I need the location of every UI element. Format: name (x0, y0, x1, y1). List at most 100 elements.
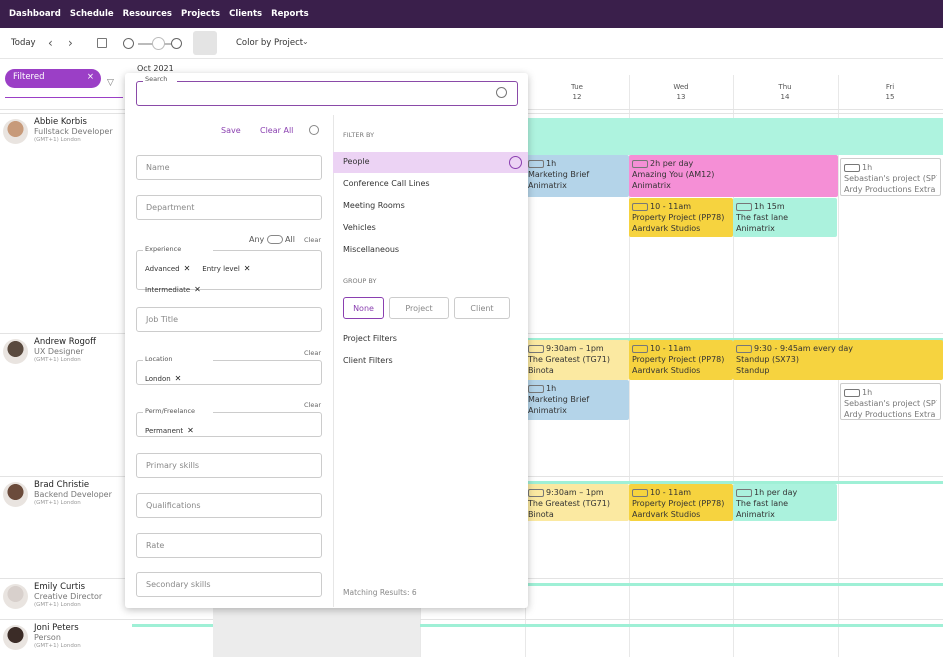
filter-chip[interactable]: Entry level (202, 260, 250, 278)
event-card[interactable]: 9:30 - 9:45am every day Standup (SX73) Sta… (733, 340, 943, 380)
filter-by-option[interactable]: Conference Call Lines (343, 179, 430, 188)
person-timezone: (GMT+1) London (34, 602, 81, 608)
nav-item[interactable]: Schedule (69, 9, 114, 19)
group-by-label: Client (470, 303, 494, 313)
zoom-in[interactable] (171, 38, 182, 49)
filter-field[interactable]: Primary skills (136, 453, 322, 478)
event-project: Amazing You (AM12) (632, 170, 715, 179)
event-time: 1h (546, 159, 557, 168)
color-by-select[interactable]: Color by Project (236, 38, 304, 48)
filter-field[interactable]: Rate (136, 533, 322, 558)
filter-chip[interactable]: Permanent (145, 422, 194, 440)
day-weekday: Fri (885, 83, 895, 91)
event-project: The fast lane (736, 213, 789, 222)
field-clear[interactable]: Clear (304, 349, 321, 357)
event-icons (632, 344, 648, 353)
day-weekday: Tue (571, 83, 583, 91)
filter-by-option[interactable]: Vehicles (343, 223, 376, 232)
group-by-label: None (353, 303, 374, 313)
event-client: Standup (736, 366, 770, 375)
event-client: Animatrix (736, 510, 775, 519)
search-field[interactable] (136, 81, 518, 106)
filter-by-option[interactable]: People (343, 157, 370, 166)
day-date: 15 (885, 93, 895, 101)
field-placeholder: Department (146, 203, 195, 212)
event-card[interactable]: 1h Marketing Brief Animatrix (525, 380, 629, 420)
event-card[interactable]: 1h 15m The fast lane Animatrix (733, 198, 837, 237)
top-nav: Dashboard Schedule Resources Projects Client… (0, 0, 943, 28)
next-arrow[interactable]: › (68, 36, 73, 50)
event-time: 1h 15m (754, 202, 785, 211)
event-project: The Greatest (TG71) (528, 499, 610, 508)
filter-field[interactable]: Department (136, 195, 322, 220)
nav-item[interactable]: Dashboard (9, 9, 61, 19)
group-by-label: Project (405, 303, 433, 313)
filtered-chip[interactable]: Filtered × (5, 69, 101, 88)
filter-by-heading: FILTER BY (343, 131, 375, 139)
event-card[interactable]: 10 - 11am Property Project (PP78) Aardvark… (629, 340, 733, 380)
event-time-row: 1h per day (736, 487, 834, 498)
filter-icon[interactable]: ▽ (107, 78, 114, 88)
event-time: 10 - 11am (650, 344, 692, 353)
filter-by-option[interactable]: Miscellaneous (343, 245, 400, 254)
field-placeholder: Name (146, 163, 170, 172)
filter-chip[interactable]: London (145, 370, 181, 388)
group-by-button[interactable]: Project (389, 297, 449, 319)
filter-field[interactable]: Permanent (136, 412, 322, 437)
nav-item[interactable]: Reports (271, 9, 309, 19)
event-project: Marketing Brief (528, 170, 590, 179)
filter-field[interactable]: Qualifications (136, 493, 322, 518)
any-all-toggle[interactable] (267, 235, 283, 244)
event-icons (528, 384, 544, 393)
event-card[interactable]: 1h Marketing Brief Animatrix (525, 155, 629, 197)
field-placeholder: Primary skills (146, 461, 200, 470)
event-time-row: 2h per day (632, 158, 835, 169)
filter-field[interactable]: Job Title (136, 307, 322, 332)
zoom-out[interactable] (123, 38, 134, 49)
event-card[interactable]: 2h per day Amazing You (AM12) Animatrix (629, 155, 838, 197)
nav-item[interactable]: Projects (180, 9, 221, 19)
list-view-button[interactable] (193, 31, 217, 55)
event-time: 10 - 11am (650, 488, 692, 497)
calendar-icon[interactable] (97, 38, 107, 48)
event-card[interactable]: 1h Sebastian's project (SP76) Ardy Product… (840, 383, 941, 420)
capacity-bar (132, 624, 943, 627)
unavailable-column (213, 607, 420, 657)
filter-link[interactable]: Client Filters (343, 356, 393, 365)
clear-all-button[interactable]: Clear All (260, 126, 294, 135)
save-button[interactable]: Save (221, 126, 241, 135)
nav-item[interactable]: Clients (229, 9, 263, 19)
filter-field[interactable]: Name (136, 155, 322, 180)
day-date: 13 (676, 93, 686, 101)
filter-field[interactable]: Secondary skills (136, 572, 322, 597)
event-time-row: 1h (528, 383, 626, 394)
event-card[interactable]: 10 - 11am Property Project (PP78) Aardvark… (629, 198, 733, 237)
event-card[interactable]: 9:30am – 1pm The Greatest (TG71) Binota (525, 484, 629, 521)
avatar (3, 584, 28, 609)
group-by-button[interactable]: Client (454, 297, 510, 319)
today-button[interactable]: Today (11, 38, 36, 48)
group-by-button[interactable]: None (343, 297, 384, 319)
event-card[interactable]: 10 - 11am Property Project (PP78) Aardvark… (629, 484, 733, 521)
prev-arrow[interactable]: ‹ (48, 36, 53, 50)
chip-underline (5, 97, 123, 98)
person-name: Emily Curtis (34, 582, 86, 592)
event-card[interactable]: 9:30am – 1pm The Greatest (TG71) Binota (525, 340, 629, 380)
event-card[interactable]: 1h per day The fast lane Animatrix (733, 484, 837, 521)
filter-field[interactable]: AdvancedEntry levelIntermediate (136, 250, 322, 294)
field-clear[interactable]: Clear (304, 236, 321, 244)
filter-field[interactable]: London (136, 360, 322, 385)
field-clear[interactable]: Clear (304, 401, 321, 409)
filter-by-option[interactable]: Meeting Rooms (343, 201, 405, 210)
event-card[interactable]: 1h Sebastian's project (SP76) Ardy Product… (840, 158, 941, 196)
filter-link[interactable]: Project Filters (343, 334, 397, 343)
filter-chip[interactable]: Intermediate (145, 281, 201, 299)
nav-item[interactable]: Resources (122, 9, 172, 19)
zoom-knob[interactable] (152, 37, 165, 50)
event-time: 1h (862, 163, 873, 172)
event-project: The fast lane (736, 499, 789, 508)
event-project: Property Project (PP78) (632, 355, 725, 364)
filter-chip[interactable]: Advanced (145, 260, 190, 278)
toolbar-divider (0, 58, 943, 59)
event-time: 9:30am – 1pm (546, 344, 604, 353)
